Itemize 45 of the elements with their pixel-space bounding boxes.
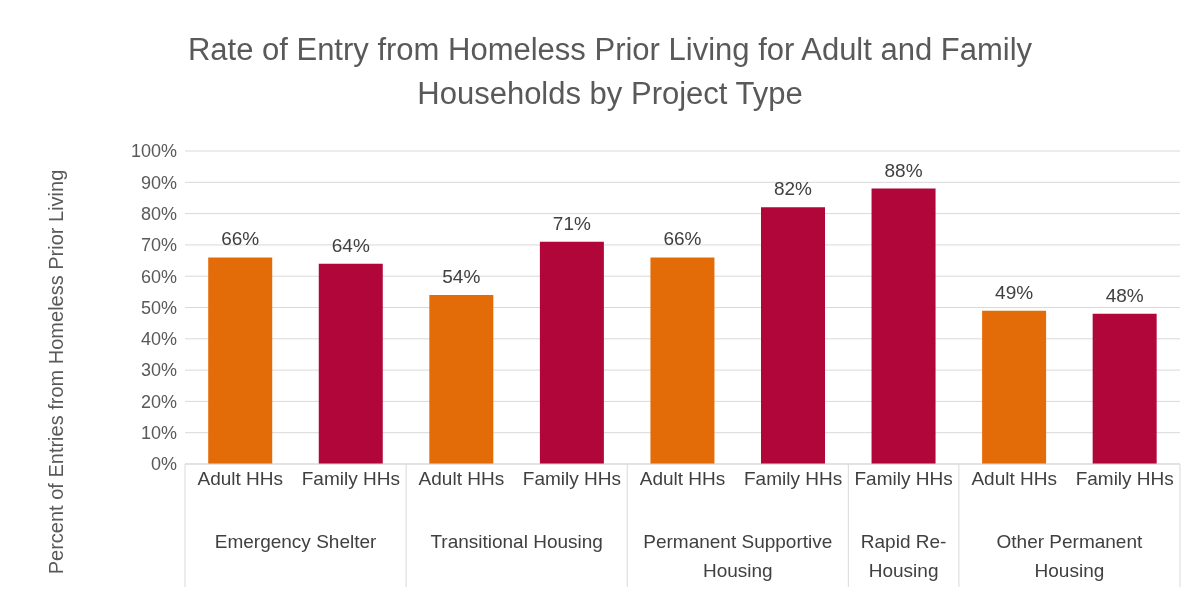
y-tick-label: 20% xyxy=(140,391,177,412)
text: Other Permanent Housing xyxy=(995,530,1144,583)
y-tick-label: 100% xyxy=(130,141,177,162)
x-tick-label: Adult HHs xyxy=(197,468,284,490)
chart-title: Rate of Entry from Homeless Prior Living for Adult and Family Households by Project Type xyxy=(186,31,1034,113)
data-label: 54% xyxy=(442,265,481,287)
bar xyxy=(429,294,494,464)
y-tick-label: 60% xyxy=(140,266,177,287)
text: Emergency Shelter xyxy=(213,530,378,554)
y-tick-label: 90% xyxy=(140,172,177,193)
bar xyxy=(208,257,273,464)
y-tick-label: 70% xyxy=(140,235,177,256)
data-label: 71% xyxy=(552,212,591,234)
bar xyxy=(650,257,715,464)
y-tick-label: 30% xyxy=(140,360,177,381)
data-label: 82% xyxy=(773,178,813,200)
x-tick-label: Family HHs xyxy=(854,468,953,490)
bar xyxy=(318,263,383,464)
y-tick-label: 0% xyxy=(150,454,177,475)
x-tick-label: Adult HHs xyxy=(639,468,726,490)
x-tick-label: Family HHs xyxy=(1075,468,1174,490)
x-tick-label: Family HHs xyxy=(743,468,843,490)
y-tick-label: 80% xyxy=(140,203,177,224)
x-tick-label: Family HHs xyxy=(301,468,400,490)
text: Transitional Housing xyxy=(429,530,604,554)
y-axis-title: Percent of Entries from Homeless Prior Living xyxy=(44,168,68,577)
bar xyxy=(871,188,936,464)
data-label: 66% xyxy=(663,228,702,250)
data-label: 66% xyxy=(221,228,260,250)
y-tick-label: 40% xyxy=(140,329,177,350)
data-label: 88% xyxy=(884,159,923,181)
bar xyxy=(760,207,825,464)
bar xyxy=(982,310,1047,464)
y-tick-label: 10% xyxy=(140,423,177,444)
text: Permanent Supportive Housing xyxy=(642,530,834,583)
x-tick-label: Adult HHs xyxy=(971,468,1057,490)
data-label: 48% xyxy=(1105,284,1144,306)
bar xyxy=(539,241,604,464)
data-label: 49% xyxy=(995,281,1034,303)
data-label: 64% xyxy=(331,234,370,256)
bar xyxy=(1092,313,1157,464)
x-tick-label: Family HHs xyxy=(522,468,622,490)
x-tick-label: Adult HHs xyxy=(418,468,505,490)
text: Rapid Re-Housing xyxy=(859,530,948,583)
y-tick-label: 50% xyxy=(140,297,177,318)
